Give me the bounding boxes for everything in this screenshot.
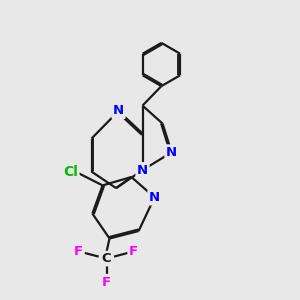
Text: F: F [74, 245, 83, 258]
Text: Cl: Cl [63, 166, 78, 179]
Text: N: N [166, 146, 177, 159]
Text: N: N [149, 191, 160, 204]
Text: C: C [102, 252, 111, 265]
Text: N: N [137, 164, 148, 177]
Text: N: N [113, 104, 124, 118]
Text: F: F [102, 275, 111, 289]
Text: F: F [129, 245, 138, 258]
